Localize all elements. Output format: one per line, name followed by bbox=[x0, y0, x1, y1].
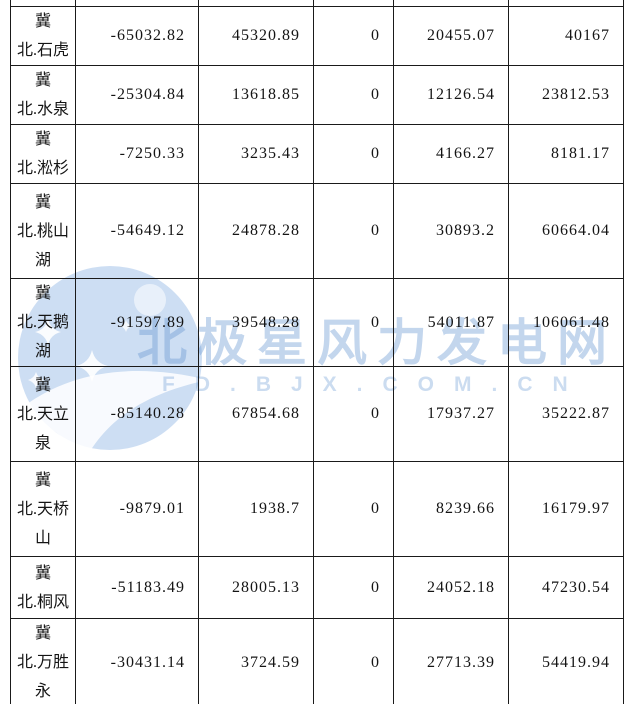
cell-value: 23812.53 bbox=[508, 65, 624, 125]
table-row: 冀 北.淞杉 -7250.33 3235.43 0 4166.27 8181.1… bbox=[10, 124, 624, 184]
data-table: 冀 北.石虎 -65032.82 45320.89 0 20455.07 401… bbox=[10, 0, 624, 704]
cell-value: 39548.28 bbox=[198, 278, 314, 367]
cell-value: 27713.39 bbox=[393, 618, 509, 704]
cell-value: 8239.66 bbox=[393, 461, 509, 557]
row-name-cell: 冀 北.桃山 湖 bbox=[10, 183, 76, 279]
cell-value: 16179.97 bbox=[508, 461, 624, 557]
row-name-cell: 冀 北.天桥 山 bbox=[10, 461, 76, 557]
table-row: 冀 北.天桥 山 -9879.01 1938.7 0 8239.66 16179… bbox=[10, 461, 624, 557]
cell-value: 3724.59 bbox=[198, 618, 314, 704]
cell-value: 24052.18 bbox=[393, 556, 509, 619]
cell-value: 0 bbox=[313, 124, 394, 184]
cell-value: -54649.12 bbox=[75, 183, 199, 279]
plant-name: 冀 北.水泉 bbox=[16, 72, 69, 118]
row-name-cell: 冀 北.天立 泉 bbox=[10, 366, 76, 462]
row-name-cell: 冀 北.桐风 bbox=[10, 556, 76, 619]
row-name-cell: 冀 北.万胜 永 bbox=[10, 618, 76, 704]
cell-value: 17937.27 bbox=[393, 366, 509, 462]
cell-value: 54419.94 bbox=[508, 618, 624, 704]
plant-name: 冀 北.石虎 bbox=[16, 13, 69, 59]
cell-value: 47230.54 bbox=[508, 556, 624, 619]
plant-name: 冀 北.桐风 bbox=[16, 564, 69, 611]
table-row: 冀 北.石虎 -65032.82 45320.89 0 20455.07 401… bbox=[10, 6, 624, 66]
cell-value: 28005.13 bbox=[198, 556, 314, 619]
cell-value: 67854.68 bbox=[198, 366, 314, 462]
table-row: 冀 北.桃山 湖 -54649.12 24878.28 0 30893.2 60… bbox=[10, 183, 624, 279]
cell-value: -91597.89 bbox=[75, 278, 199, 367]
cell-value: 54011.87 bbox=[393, 278, 509, 367]
row-name-cell: 冀 北.石虎 bbox=[10, 6, 76, 66]
plant-name: 冀 北.天鹅 湖 bbox=[16, 285, 69, 360]
row-name-cell: 冀 北.淞杉 bbox=[10, 124, 76, 184]
cell-value: -65032.82 bbox=[75, 6, 199, 66]
cell-value: 12126.54 bbox=[393, 65, 509, 125]
cell-value: -7250.33 bbox=[75, 124, 199, 184]
cell-value: -85140.28 bbox=[75, 366, 199, 462]
cell-value: 0 bbox=[313, 366, 394, 462]
cell-value: 40167 bbox=[508, 6, 624, 66]
plant-name: 冀 北.天立 泉 bbox=[16, 376, 69, 452]
cell-value: 20455.07 bbox=[393, 6, 509, 66]
plant-name: 冀 北.桃山 湖 bbox=[16, 193, 69, 269]
cell-value: 13618.85 bbox=[198, 65, 314, 125]
plant-name: 冀 北.天桥 山 bbox=[16, 471, 69, 547]
cell-value: 0 bbox=[313, 461, 394, 557]
row-name-cell: 冀 北.天鹅 湖 bbox=[10, 278, 76, 367]
cell-value: 0 bbox=[313, 278, 394, 367]
cell-value: -9879.01 bbox=[75, 461, 199, 557]
cell-value: -25304.84 bbox=[75, 65, 199, 125]
table-row: 冀 北.水泉 -25304.84 13618.85 0 12126.54 238… bbox=[10, 65, 624, 125]
cell-value: -30431.14 bbox=[75, 618, 199, 704]
cell-value: 24878.28 bbox=[198, 183, 314, 279]
table-row: 冀 北.桐风 -51183.49 28005.13 0 24052.18 472… bbox=[10, 556, 624, 619]
cell-value: 8181.17 bbox=[508, 124, 624, 184]
cell-value: 4166.27 bbox=[393, 124, 509, 184]
cell-value: 0 bbox=[313, 556, 394, 619]
cell-value: 0 bbox=[313, 65, 394, 125]
plant-name: 冀 北.万胜 永 bbox=[16, 625, 69, 700]
row-name-cell: 冀 北.水泉 bbox=[10, 65, 76, 125]
table-row: 冀 北.天鹅 湖 -91597.89 39548.28 0 54011.87 1… bbox=[10, 278, 624, 367]
cell-value: 0 bbox=[313, 618, 394, 704]
cell-value: 60664.04 bbox=[508, 183, 624, 279]
plant-name: 冀 北.淞杉 bbox=[16, 131, 69, 177]
cell-value: 35222.87 bbox=[508, 366, 624, 462]
cell-value: 0 bbox=[313, 183, 394, 279]
cell-value: -51183.49 bbox=[75, 556, 199, 619]
table-row: 冀 北.天立 泉 -85140.28 67854.68 0 17937.27 3… bbox=[10, 366, 624, 462]
cell-value: 0 bbox=[313, 6, 394, 66]
table-row: 冀 北.万胜 永 -30431.14 3724.59 0 27713.39 54… bbox=[10, 618, 624, 704]
cell-value: 1938.7 bbox=[198, 461, 314, 557]
cell-value: 45320.89 bbox=[198, 6, 314, 66]
cell-value: 30893.2 bbox=[393, 183, 509, 279]
cell-value: 3235.43 bbox=[198, 124, 314, 184]
cell-value: 106061.48 bbox=[508, 278, 624, 367]
